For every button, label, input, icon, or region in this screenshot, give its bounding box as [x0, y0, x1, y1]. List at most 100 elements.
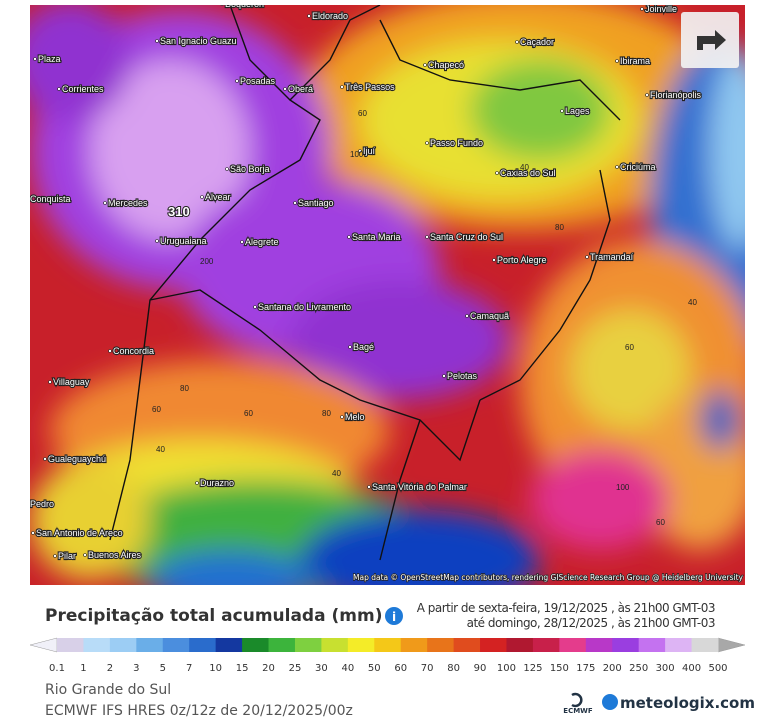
share-button[interactable] [681, 12, 739, 68]
scale-tick-label: 30 [315, 663, 328, 674]
city-label: Alvear [205, 192, 231, 202]
city-dot [367, 485, 371, 489]
city-label: Pilar [58, 551, 76, 561]
region: Rio Grande do Sul [45, 682, 171, 698]
city-dot [103, 201, 107, 205]
city-label: Mercedes [108, 198, 148, 208]
city-dot [423, 63, 427, 67]
scale-tick-label: 7 [186, 663, 192, 674]
contour-label: 200 [200, 257, 214, 266]
scale-tick-label: 60 [394, 663, 407, 674]
city-label: Bagé [353, 342, 374, 352]
scale-tick-label: 150 [550, 663, 569, 674]
ecmwf-icon [571, 692, 583, 708]
city-dot [293, 201, 297, 205]
city-dot [340, 415, 344, 419]
period-start: A partir de sexta-feira, 19/12/2025 , às… [417, 601, 715, 615]
city-dot [240, 240, 244, 244]
city-label: Criciúma [620, 162, 656, 172]
scale-tick-label: 125 [523, 663, 542, 674]
color-swatch [585, 638, 613, 652]
contour-label: 80 [180, 384, 189, 393]
contour-label: 40 [332, 469, 341, 478]
color-swatch [532, 638, 560, 652]
color-swatch [162, 638, 190, 652]
city-label: Santa Vitória do Palmar [372, 482, 467, 492]
scale-tick-label: 2 [107, 663, 113, 674]
city-dot [340, 85, 344, 89]
color-swatch [321, 638, 349, 652]
city-dot [348, 345, 352, 349]
scale-tick-label: 50 [368, 663, 381, 674]
city-label: Camaquã [470, 311, 509, 321]
city-label: Santiago [298, 198, 334, 208]
city-label: Chapecó [428, 60, 464, 70]
city-dot [225, 167, 229, 171]
color-swatch [638, 638, 666, 652]
contour-label: 100 [616, 483, 630, 492]
contour-label: 60 [358, 109, 367, 118]
city-dot [283, 87, 287, 91]
scale-tick-label: 200 [603, 663, 622, 674]
city-dot [33, 57, 37, 61]
city-label: San Antonio de Areco [36, 528, 123, 538]
city-dot [640, 7, 644, 11]
city-dot [43, 457, 47, 461]
scale-tick-label: 10 [209, 663, 222, 674]
city-dot [235, 79, 239, 83]
color-swatch [427, 638, 455, 652]
color-swatch [189, 638, 217, 652]
city-label: Santa Cruz do Sul [430, 232, 503, 242]
color-swatch [612, 638, 640, 652]
contour-label: 310 [168, 204, 190, 219]
scale-tick-label: 300 [656, 663, 675, 674]
scale-tick-label: 250 [629, 663, 648, 674]
under-arrow [29, 637, 58, 653]
city-dot [108, 349, 112, 353]
color-swatch [400, 638, 428, 652]
city-dot [155, 39, 159, 43]
city-label: Conquista [30, 194, 71, 204]
city-label: Tramandaí [590, 252, 634, 262]
city-label: Joinville [645, 4, 677, 14]
scale-tick-label: 5 [160, 663, 166, 674]
contour-label: 60 [244, 409, 253, 418]
city-label: Corrientes [62, 84, 104, 94]
scale-tick-label: 20 [262, 663, 275, 674]
city-label: Gualeguaychú [48, 454, 106, 464]
ecmwf-logo: ECMWF [563, 707, 593, 715]
city-dot [560, 109, 564, 113]
contour-label: 60 [625, 343, 634, 352]
city-dot [585, 255, 589, 259]
color-swatch [506, 638, 534, 652]
scale-tick-label: 1 [80, 663, 86, 674]
scale-tick-label: 15 [236, 663, 249, 674]
city-dot [31, 531, 35, 535]
city-label: Melo [345, 412, 365, 422]
contour-label: 80 [555, 223, 564, 232]
info-icon[interactable] [385, 607, 403, 625]
scale-tick-label: 80 [447, 663, 460, 674]
contour-label: 100 [350, 150, 364, 159]
scale-tick-label: 0.1 [49, 663, 65, 674]
city-dot [615, 165, 619, 169]
scale-tick-label: 175 [576, 663, 595, 674]
map: Boqueron Eldorado Joinville San Ignacio Gua… [30, 4, 745, 585]
city-label: Caxias do Sul [500, 168, 556, 178]
period-end: até domingo, 28/12/2025 , às 21h00 GMT-0… [467, 616, 715, 630]
city-label: Ijuí [363, 146, 376, 156]
color-swatch [268, 638, 296, 652]
scale-tick-label: 25 [289, 663, 302, 674]
contour-label: 40 [688, 298, 697, 307]
color-swatch [136, 638, 164, 652]
scale-tick-label: 400 [682, 663, 701, 674]
borders [109, 5, 621, 561]
city-dot [358, 149, 362, 153]
brand-icon [602, 694, 618, 710]
model: ECMWF IFS HRES 0z/12z de 20/12/2025/00z [45, 703, 353, 719]
city-dot [253, 305, 257, 309]
city-dot [615, 59, 619, 63]
city-label: Posadas [240, 76, 276, 86]
color-swatch [242, 638, 270, 652]
city-label: Três Passos [345, 82, 395, 92]
